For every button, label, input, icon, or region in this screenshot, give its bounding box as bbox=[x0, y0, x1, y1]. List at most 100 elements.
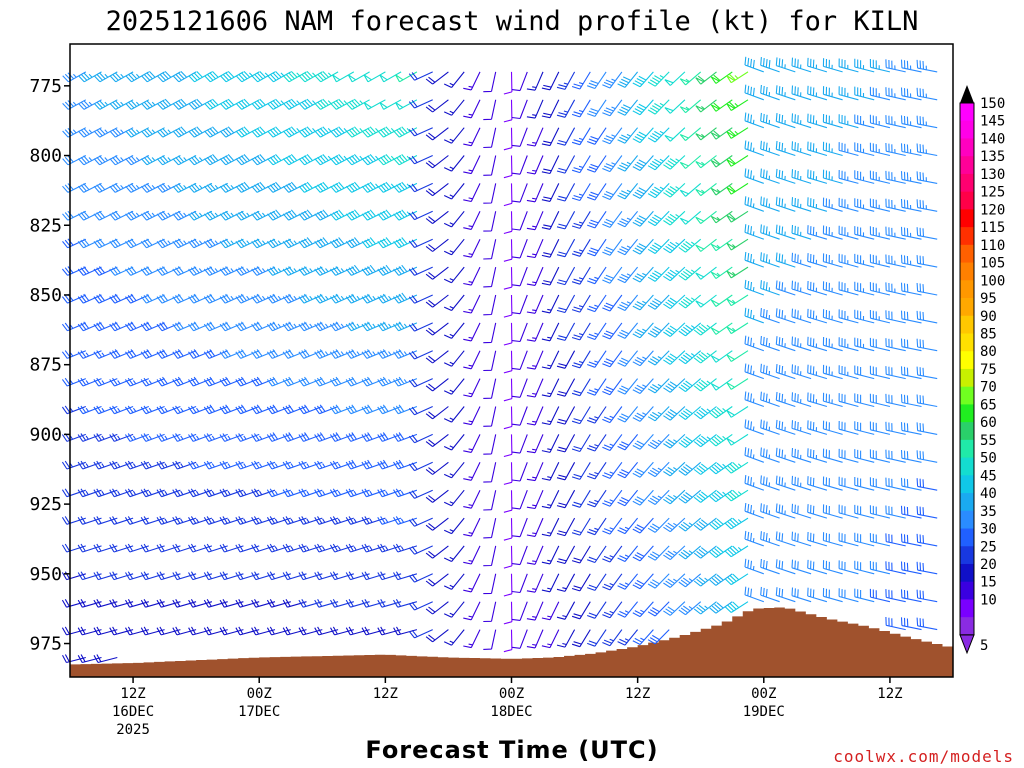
wind-barb bbox=[663, 461, 686, 477]
wind-barb bbox=[710, 294, 733, 307]
wind-barb bbox=[109, 99, 134, 110]
wind-barb bbox=[726, 378, 749, 390]
wind-barb bbox=[807, 253, 828, 268]
wind-barb bbox=[235, 293, 260, 304]
wind-barb bbox=[220, 71, 244, 83]
wind-barb bbox=[443, 155, 465, 172]
y-tick-label: 850 bbox=[29, 285, 62, 306]
wind-barb bbox=[695, 266, 717, 280]
colorbar-swatch bbox=[960, 262, 974, 281]
wind-barb bbox=[617, 629, 639, 646]
wind-barb bbox=[587, 183, 607, 201]
y-tick-label: 950 bbox=[29, 564, 62, 585]
wind-barb bbox=[267, 98, 292, 110]
wind-barb bbox=[632, 573, 654, 590]
wind-barb bbox=[266, 543, 291, 553]
wind-barb bbox=[408, 433, 433, 444]
wind-barb bbox=[62, 182, 87, 193]
wind-barb bbox=[443, 294, 465, 311]
wind-barb bbox=[900, 366, 922, 380]
wind-barb bbox=[838, 58, 859, 73]
wind-barb bbox=[571, 545, 591, 564]
wind-barb bbox=[425, 573, 449, 587]
wind-barb bbox=[587, 489, 607, 508]
wind-barb bbox=[393, 543, 418, 553]
wind-barb bbox=[235, 266, 260, 276]
wind-barb bbox=[526, 211, 544, 231]
wind-barb bbox=[109, 460, 134, 470]
wind-barb bbox=[760, 531, 780, 547]
wind-barb bbox=[141, 99, 165, 110]
wind-barb bbox=[425, 71, 449, 85]
wind-barb bbox=[822, 532, 843, 547]
wind-barb bbox=[251, 266, 276, 276]
wind-barb bbox=[885, 338, 906, 352]
wind-barb bbox=[408, 238, 433, 249]
wind-barb bbox=[377, 321, 402, 332]
wind-barb bbox=[822, 476, 843, 491]
wind-barb bbox=[556, 211, 576, 230]
wind-barb bbox=[251, 98, 276, 110]
wind-barb bbox=[511, 322, 528, 343]
wind-barb bbox=[617, 517, 639, 535]
colorbar-label: 50 bbox=[980, 451, 997, 467]
colorbar-label: 30 bbox=[980, 522, 997, 538]
wind-barb bbox=[314, 432, 339, 442]
wind-barb bbox=[235, 460, 260, 470]
wind-barb bbox=[345, 459, 370, 470]
wind-barb bbox=[314, 98, 339, 110]
colorbar-label: 75 bbox=[980, 362, 997, 378]
wind-barb bbox=[710, 350, 733, 363]
x-tick-label: 12Z bbox=[877, 686, 902, 702]
colorbar-swatch bbox=[960, 528, 974, 547]
wind-barb bbox=[393, 292, 418, 304]
wind-barb bbox=[298, 488, 323, 498]
wind-barb bbox=[854, 449, 875, 463]
wind-barb bbox=[425, 266, 449, 280]
wind-barb bbox=[807, 476, 828, 491]
wind-barb bbox=[251, 516, 276, 525]
wind-barb bbox=[266, 376, 292, 387]
wind-barb bbox=[775, 113, 796, 129]
wind-barb bbox=[726, 182, 749, 195]
wind-barb bbox=[172, 238, 197, 249]
wind-barb bbox=[219, 516, 244, 525]
wind-barb bbox=[93, 155, 118, 166]
wind-barb bbox=[408, 322, 433, 332]
wind-barb bbox=[526, 489, 544, 510]
wind-barb bbox=[916, 617, 938, 631]
wind-barb bbox=[916, 87, 938, 101]
wind-barb bbox=[791, 420, 812, 435]
wind-barb bbox=[235, 404, 260, 415]
wind-barb bbox=[541, 406, 560, 426]
wind-barb bbox=[760, 503, 780, 519]
wind-barb bbox=[188, 460, 213, 470]
wind-barb bbox=[156, 376, 181, 387]
wind-barb bbox=[571, 99, 591, 118]
wind-barb bbox=[408, 71, 433, 81]
wind-barb bbox=[541, 517, 560, 537]
y-axis: 775 800 825 850 875 900 925 950 975 bbox=[29, 76, 70, 655]
wind-barb bbox=[62, 238, 87, 249]
wind-barb bbox=[556, 573, 576, 592]
wind-barb bbox=[663, 266, 686, 282]
wind-barb bbox=[377, 376, 402, 387]
wind-barb bbox=[109, 405, 134, 415]
wind-barb bbox=[298, 460, 323, 470]
wind-barb bbox=[282, 293, 307, 304]
wind-barb bbox=[393, 154, 418, 166]
wind-barb bbox=[443, 545, 465, 562]
wind-barb bbox=[744, 530, 764, 547]
colorbar-swatch bbox=[960, 581, 974, 600]
wind-barb bbox=[744, 140, 764, 157]
colorbar-swatch bbox=[960, 209, 974, 228]
wind-barb bbox=[900, 561, 922, 575]
wind-barb bbox=[854, 504, 875, 519]
wind-barb bbox=[93, 127, 118, 138]
wind-barb bbox=[916, 255, 938, 268]
wind-barb bbox=[219, 210, 244, 221]
wind-barb bbox=[93, 71, 118, 83]
wind-barb bbox=[710, 182, 733, 196]
wind-barb bbox=[775, 224, 796, 240]
wind-barb bbox=[219, 126, 244, 138]
